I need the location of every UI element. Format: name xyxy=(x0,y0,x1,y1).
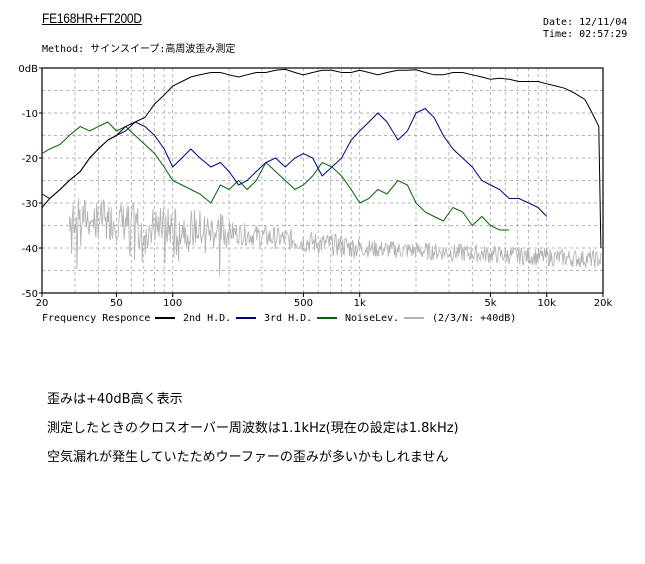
x-tick-label: 5k xyxy=(484,298,496,309)
legend-note: (2/3/N: +40dB) xyxy=(432,313,516,324)
distortion-chart: 20 50 100 500 1k 5k 10k 20k 0dB -10 -20 -30 -40 -50 Fr… xyxy=(18,64,613,324)
legend-2nd-hd-label: 2nd H.D. xyxy=(183,313,231,324)
series-line-noise-level xyxy=(68,197,602,277)
legend-3rd-hd-label: 3rd H.D. xyxy=(264,313,312,324)
x-tick-label: 20 xyxy=(36,298,49,309)
x-tick-label: 100 xyxy=(163,298,182,309)
time-label: Time: xyxy=(543,29,574,40)
y-tick-label: 0dB xyxy=(18,64,38,75)
series-line-frequency-response xyxy=(41,68,602,249)
series-line-3rd-hd xyxy=(41,121,510,231)
time-value: 02:57:29 xyxy=(579,29,628,40)
x-tick-label: 50 xyxy=(110,298,123,309)
method-line: Method: サインスイープ:高周波歪み測定 xyxy=(42,40,235,55)
method-value: サインスイープ:高周波歪み測定 xyxy=(90,44,236,55)
series-line-2nd-hd xyxy=(41,107,548,217)
x-tick-label: 10k xyxy=(537,298,556,309)
note-1: 歪みは+40dB高く表示 xyxy=(47,392,183,407)
date-value: 12/11/04 xyxy=(579,17,628,28)
note-3: 空気漏れが発生していたためウーファーの歪みが多いかもしれません xyxy=(47,450,449,465)
x-tick-label: 1k xyxy=(354,298,366,309)
legend-noise-level-label: NoiseLev. xyxy=(345,313,399,324)
y-tick-label: -20 xyxy=(22,154,38,165)
note-2: 測定したときのクロスオーバー周波数は1.1kHz(現在の設定は1.8kHz) xyxy=(47,421,459,436)
chart-title: FE168HR+FT200D xyxy=(42,10,142,26)
plot-frame xyxy=(41,67,604,294)
x-tick-label: 500 xyxy=(294,298,313,309)
y-tick-label: -50 xyxy=(22,289,38,300)
time-line: Time: 02:57:29 xyxy=(543,29,627,40)
date-label: Date: xyxy=(543,17,574,28)
y-tick-label: -40 xyxy=(22,244,38,255)
date-line: Date: 12/11/04 xyxy=(543,17,627,28)
y-tick-label: -10 xyxy=(22,109,38,120)
y-tick-label: -30 xyxy=(22,199,38,210)
x-tick-label: 20k xyxy=(594,298,613,309)
legend-frequency-response-label: Frequency Responce xyxy=(42,313,150,324)
method-label: Method: xyxy=(42,44,85,55)
